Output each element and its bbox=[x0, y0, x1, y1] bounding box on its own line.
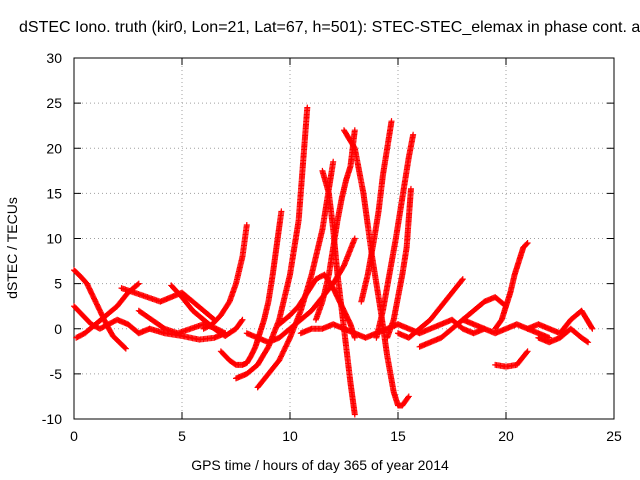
y-tick-label: 25 bbox=[46, 95, 62, 111]
y-tick-label: 0 bbox=[54, 321, 62, 337]
y-tick-label: 15 bbox=[46, 185, 62, 201]
y-tick-label: -10 bbox=[42, 411, 62, 427]
data-point bbox=[588, 324, 595, 331]
data-point bbox=[524, 348, 531, 355]
data-point bbox=[278, 208, 285, 215]
data-point bbox=[523, 349, 530, 356]
x-tick-label: 20 bbox=[498, 428, 514, 444]
data-point bbox=[524, 240, 531, 247]
data-point bbox=[351, 235, 358, 242]
y-tick-label: 5 bbox=[54, 276, 62, 292]
data-point bbox=[121, 344, 128, 351]
y-tick-label: -5 bbox=[50, 366, 63, 382]
data-point bbox=[351, 411, 358, 418]
data-point bbox=[589, 325, 596, 332]
data-point bbox=[585, 339, 592, 346]
data-point bbox=[584, 338, 590, 345]
data-point bbox=[407, 185, 414, 192]
data-point bbox=[523, 240, 530, 247]
data-point bbox=[222, 330, 229, 337]
data-point bbox=[304, 104, 311, 111]
data-point bbox=[122, 345, 129, 352]
data-point bbox=[239, 316, 246, 323]
data-point bbox=[404, 394, 411, 401]
data-layer bbox=[71, 104, 596, 418]
x-tick-label: 15 bbox=[390, 428, 406, 444]
x-axis-label: GPS time / hours of day 365 of year 2014 bbox=[191, 457, 449, 473]
data-point bbox=[458, 277, 465, 284]
data-point bbox=[351, 127, 358, 134]
x-tick-label: 10 bbox=[282, 428, 298, 444]
y-tick-label: 20 bbox=[46, 140, 62, 156]
data-point bbox=[405, 393, 412, 400]
data-point bbox=[238, 317, 245, 324]
data-point bbox=[135, 280, 142, 287]
x-tick-label: 5 bbox=[178, 428, 186, 444]
data-point bbox=[243, 221, 250, 228]
x-tick-label: 0 bbox=[70, 428, 78, 444]
x-tick-label: 25 bbox=[606, 428, 622, 444]
y-tick-label: 30 bbox=[46, 50, 62, 66]
data-point bbox=[410, 131, 417, 138]
data-point bbox=[459, 276, 466, 283]
data-point bbox=[134, 281, 141, 288]
data-point bbox=[330, 158, 337, 165]
y-tick-label: 10 bbox=[46, 231, 62, 247]
data-point bbox=[388, 118, 395, 125]
plot-border bbox=[73, 57, 615, 420]
